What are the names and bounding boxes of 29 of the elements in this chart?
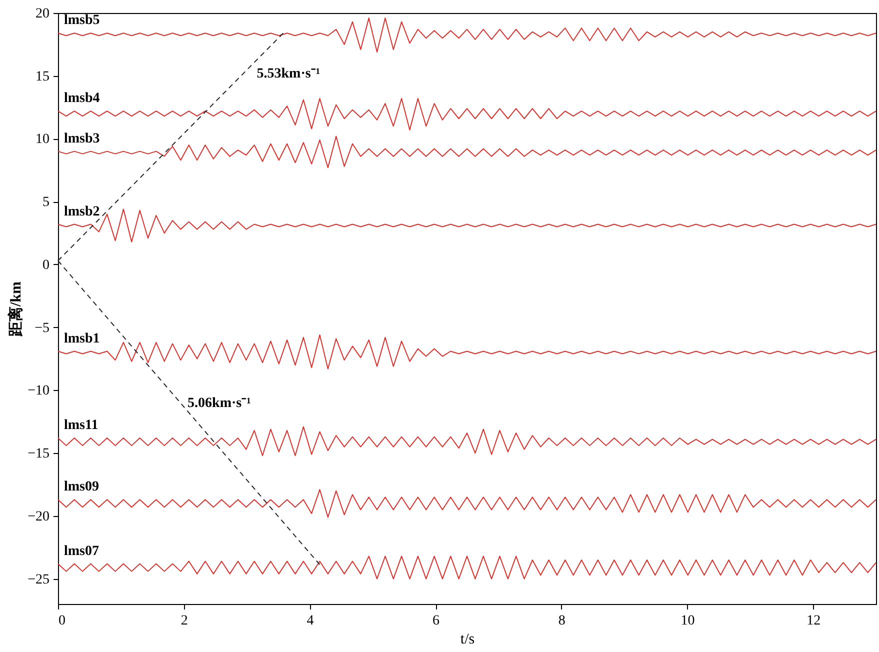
y-tick-label: −20 [28, 509, 50, 524]
y-tick-label: −25 [28, 572, 50, 588]
series-label: lms07 [64, 544, 99, 559]
series-label: lms11 [64, 418, 98, 434]
series-label: lms09 [64, 480, 99, 495]
x-tick-label: 12 [806, 614, 821, 628]
y-tick-label: 15 [36, 69, 50, 84]
y-axis-title: 距离/km [6, 281, 25, 338]
annotation: 5.06km·s⁻¹ [188, 396, 251, 412]
y-tick-label: −5 [34, 320, 50, 336]
series-label: lmsb5 [64, 13, 100, 28]
y-tick-label: −15 [28, 446, 50, 462]
y-tick-label: −10 [28, 384, 50, 399]
series-label: lmsb4 [64, 91, 100, 106]
x-tick-label: 2 [180, 614, 188, 628]
series-label: lmsb2 [64, 204, 100, 220]
x-tick-label: 10 [680, 614, 695, 628]
y-tick-label: 5 [42, 195, 50, 210]
x-tick-label: 4 [306, 614, 314, 628]
x-tick-label: 6 [432, 614, 440, 628]
series-label: lmsb3 [64, 131, 100, 146]
x-tick-label: 0 [58, 614, 66, 628]
annotation: 5.53km·s⁻¹ [256, 66, 320, 82]
series-label: lmsb1 [64, 331, 100, 346]
x-axis-title: t/s [460, 632, 475, 648]
x-tick-label: 8 [558, 614, 566, 628]
y-tick-label: 0 [42, 258, 50, 273]
y-tick-label: 20 [36, 6, 50, 22]
y-tick-label: 10 [36, 132, 50, 148]
